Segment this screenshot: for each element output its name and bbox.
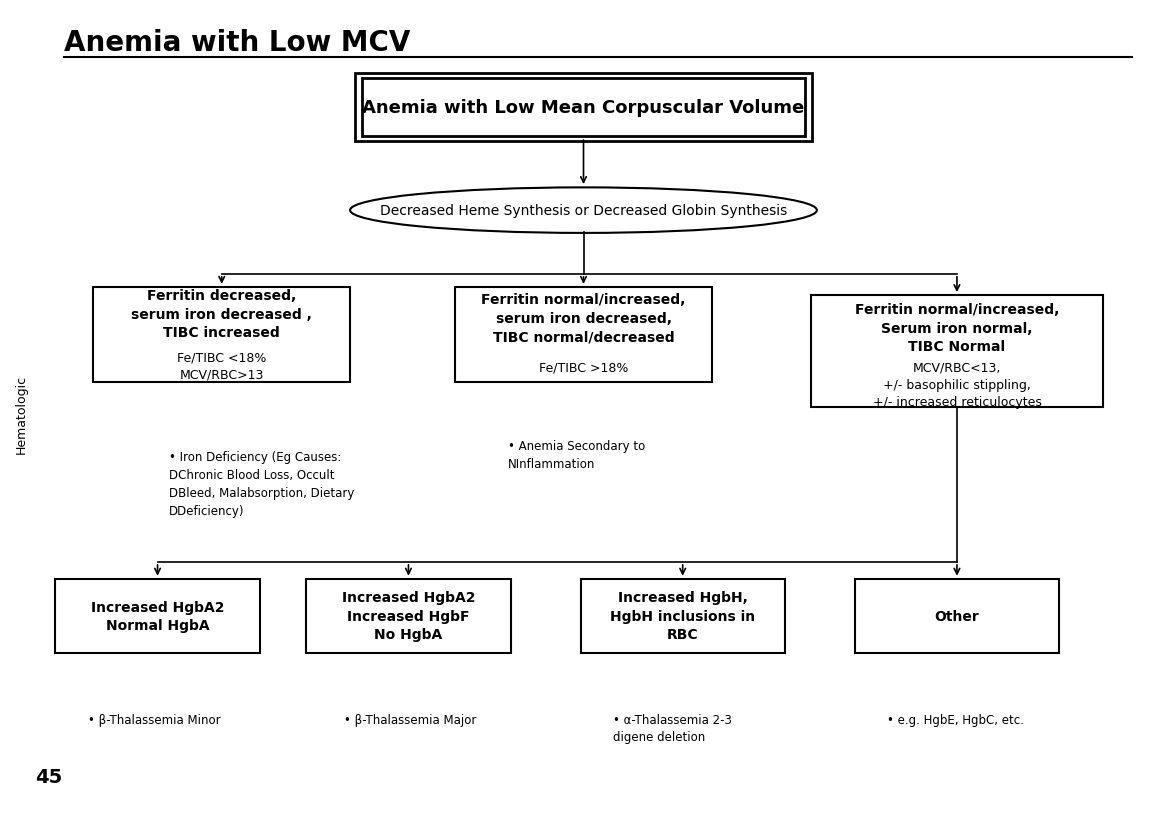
Text: • Iron Deficiency (Eg Causes:
DChronic Blood Loss, Occult
DBleed, Malabsorption,: • Iron Deficiency (Eg Causes: DChronic B…: [169, 451, 355, 518]
FancyBboxPatch shape: [93, 288, 350, 382]
Text: Other: Other: [935, 609, 979, 623]
Text: Ferritin decreased,
serum iron decreased ,
TIBC increased: Ferritin decreased, serum iron decreased…: [132, 289, 312, 340]
Ellipse shape: [350, 189, 817, 233]
Text: • β-Thalassemia Minor: • β-Thalassemia Minor: [88, 713, 221, 726]
Text: Ferritin normal/increased,
serum iron decreased,
TIBC normal/decreased: Ferritin normal/increased, serum iron de…: [481, 293, 686, 344]
Text: Increased HgbA2
Normal HgbA: Increased HgbA2 Normal HgbA: [91, 600, 224, 633]
Text: Fe/TIBC >18%: Fe/TIBC >18%: [539, 361, 628, 375]
Text: • e.g. HgbE, HgbC, etc.: • e.g. HgbE, HgbC, etc.: [887, 713, 1023, 726]
Text: Anemia with Low MCV: Anemia with Low MCV: [64, 29, 411, 57]
Text: Anemia with Low Mean Corpuscular Volume: Anemia with Low Mean Corpuscular Volume: [363, 98, 804, 117]
Text: Ferritin normal/increased,
Serum iron normal,
TIBC Normal: Ferritin normal/increased, Serum iron no…: [854, 303, 1060, 354]
Text: 45: 45: [35, 767, 62, 786]
Text: • Anemia Secondary to
NInflammation: • Anemia Secondary to NInflammation: [508, 440, 645, 471]
FancyBboxPatch shape: [581, 579, 784, 653]
FancyBboxPatch shape: [854, 579, 1060, 653]
FancyBboxPatch shape: [811, 296, 1103, 408]
Text: • β-Thalassemia Major: • β-Thalassemia Major: [344, 713, 476, 726]
Text: Increased HgbA2
Increased HgbF
No HgbA: Increased HgbA2 Increased HgbF No HgbA: [342, 590, 475, 642]
Text: Hematologic: Hematologic: [14, 374, 28, 453]
Text: Increased HgbH,
HgbH inclusions in
RBC: Increased HgbH, HgbH inclusions in RBC: [610, 590, 755, 642]
Text: Fe/TIBC <18%
MCV/RBC>13: Fe/TIBC <18% MCV/RBC>13: [177, 351, 266, 381]
FancyBboxPatch shape: [362, 79, 805, 136]
FancyBboxPatch shape: [455, 288, 712, 382]
Text: • α-Thalassemia 2-3
digene deletion: • α-Thalassemia 2-3 digene deletion: [613, 713, 732, 743]
Text: MCV/RBC<13,
+/- basophilic stippling,
+/- increased reticulocytes: MCV/RBC<13, +/- basophilic stippling, +/…: [873, 361, 1041, 408]
Text: Decreased Heme Synthesis or Decreased Globin Synthesis: Decreased Heme Synthesis or Decreased Gl…: [380, 204, 787, 218]
FancyBboxPatch shape: [306, 579, 511, 653]
FancyBboxPatch shape: [56, 579, 260, 653]
